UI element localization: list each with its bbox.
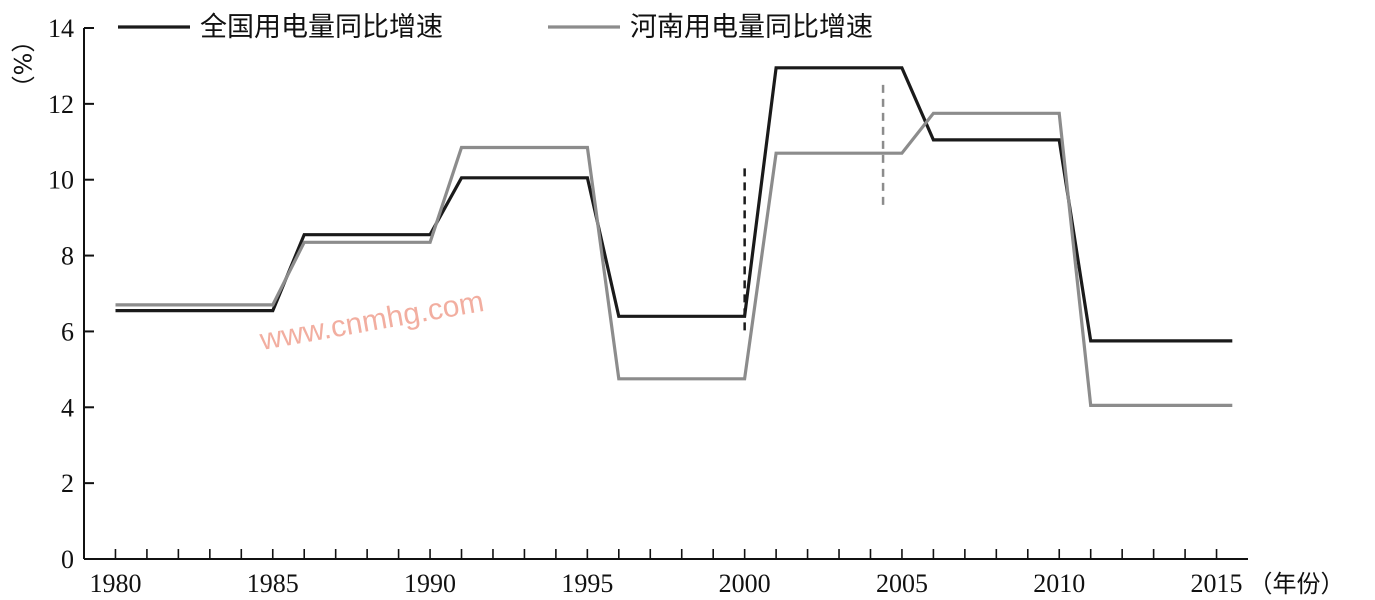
y-tick-label: 8 [61,242,74,271]
x-tick-label: 1980 [89,569,141,598]
x-tick-label: 1995 [561,569,613,598]
series-line-2 [115,111,1233,407]
x-tick-label: 2010 [1033,569,1085,598]
legend-label: 全国用电量同比增速 [200,12,443,43]
y-tick-label: 12 [48,90,74,119]
axes: 0 2 4 6 8 10 12 14 1980 1985 1990 1995 2000 2005 2010 2… [8,14,1345,598]
x-tick-label: 2005 [876,569,928,598]
reference-lines [743,84,885,336]
x-tick-label: 1985 [247,569,299,598]
series-lines [115,66,1233,407]
x-axis-label: （年份） [1249,570,1345,598]
y-tick-label: 10 [48,166,74,195]
y-axis-label: （%） [8,29,36,100]
y-tick-label: 14 [48,14,74,43]
x-tick-label: 2015 [1191,569,1243,598]
y-tick-label: 2 [61,469,74,498]
x-tick-label: 2000 [719,569,771,598]
x-tick-label: 1990 [404,569,456,598]
y-tick-label: 4 [61,393,74,422]
y-tick-label: 0 [61,545,74,574]
legend: 全国用电量同比增速 河南用电量同比增速 [118,12,873,43]
series-line-1 [115,66,1233,343]
y-tick-label: 6 [61,317,74,346]
legend-label: 河南用电量同比增速 [630,12,873,43]
watermark: www.cnmhg.com [257,285,487,357]
